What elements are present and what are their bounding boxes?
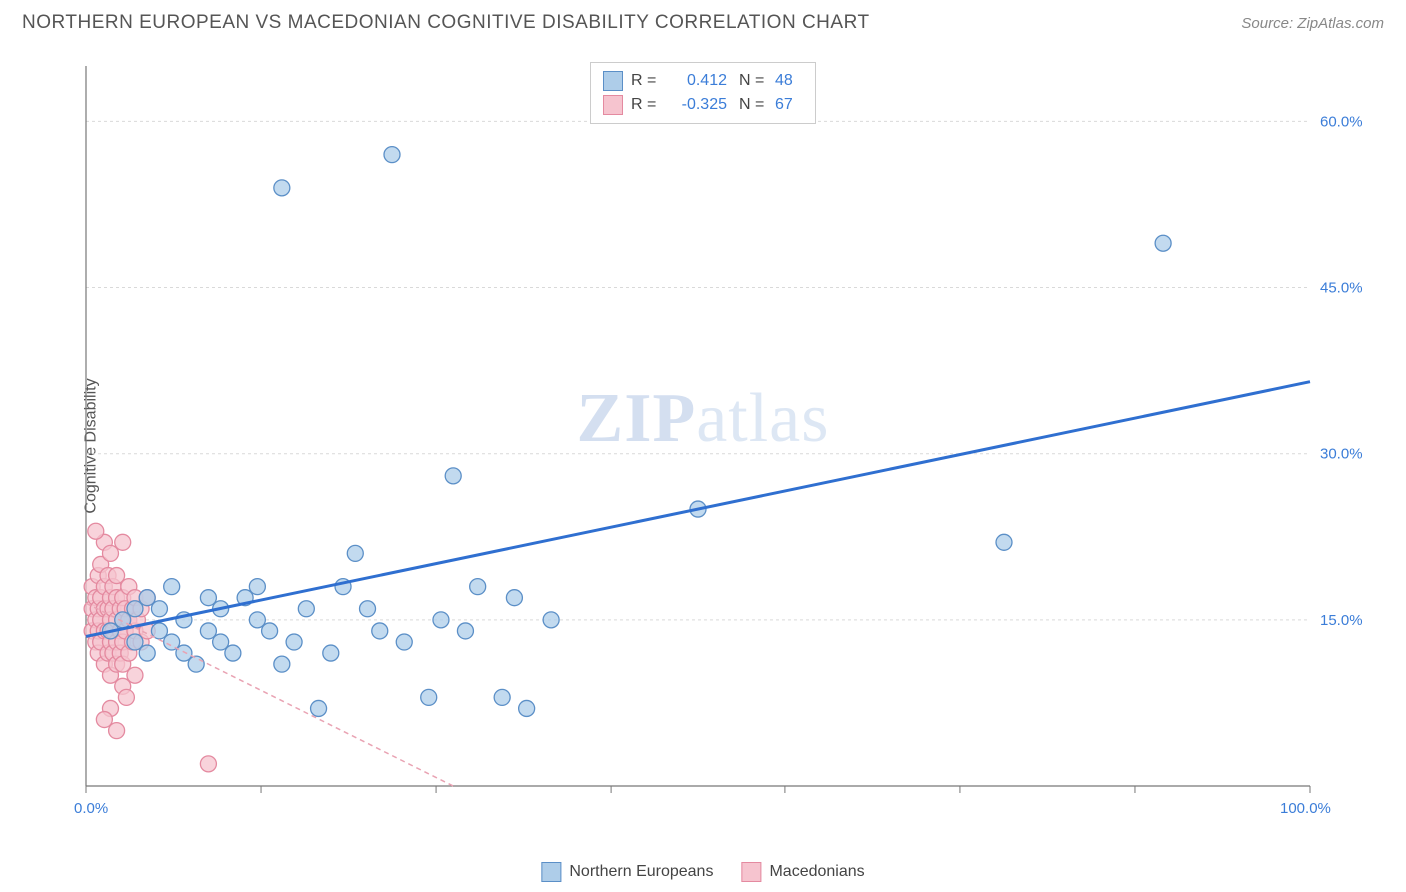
source-value: ZipAtlas.com	[1297, 15, 1384, 32]
source-label: Source:	[1241, 15, 1293, 32]
chart-title: NORTHERN EUROPEAN VS MACEDONIAN COGNITIV…	[22, 12, 870, 34]
legend-item-series-2: Macedonians	[741, 862, 864, 882]
swatch-bottom-2	[741, 862, 761, 882]
correlation-legend: R = 0.412 N = 48 R = -0.325 N = 67	[590, 62, 816, 124]
chart-plot-area: 15.0% 30.0% 45.0% 60.0%	[80, 58, 1380, 828]
n-value-2: 67	[775, 96, 803, 114]
source-attribution: Source: ZipAtlas.com	[1241, 15, 1384, 32]
legend-item-series-1: Northern Europeans	[541, 862, 713, 882]
r-label-1: R =	[631, 72, 659, 90]
svg-text:45.0%: 45.0%	[1320, 280, 1363, 297]
legend-label-1: Northern Europeans	[569, 863, 713, 881]
header: NORTHERN EUROPEAN VS MACEDONIAN COGNITIV…	[0, 0, 1406, 42]
legend-row-series-1: R = 0.412 N = 48	[603, 69, 803, 93]
r-label-2: R =	[631, 96, 659, 114]
svg-text:30.0%: 30.0%	[1320, 446, 1363, 463]
series-legend: Northern Europeans Macedonians	[541, 862, 864, 882]
n-value-1: 48	[775, 72, 803, 90]
swatch-bottom-1	[541, 862, 561, 882]
legend-label-2: Macedonians	[769, 863, 864, 881]
n-label-1: N =	[739, 72, 767, 90]
x-axis-max-label: 100.0%	[1280, 800, 1331, 817]
svg-text:60.0%: 60.0%	[1320, 113, 1363, 130]
n-label-2: N =	[739, 96, 767, 114]
x-axis-min-label: 0.0%	[74, 800, 108, 817]
r-value-2: -0.325	[667, 96, 727, 114]
legend-row-series-2: R = -0.325 N = 67	[603, 93, 803, 117]
svg-text:15.0%: 15.0%	[1320, 612, 1363, 629]
r-value-1: 0.412	[667, 72, 727, 90]
scatter-chart-svg: 15.0% 30.0% 45.0% 60.0%	[80, 58, 1380, 828]
swatch-series-1	[603, 71, 623, 91]
swatch-series-2	[603, 95, 623, 115]
